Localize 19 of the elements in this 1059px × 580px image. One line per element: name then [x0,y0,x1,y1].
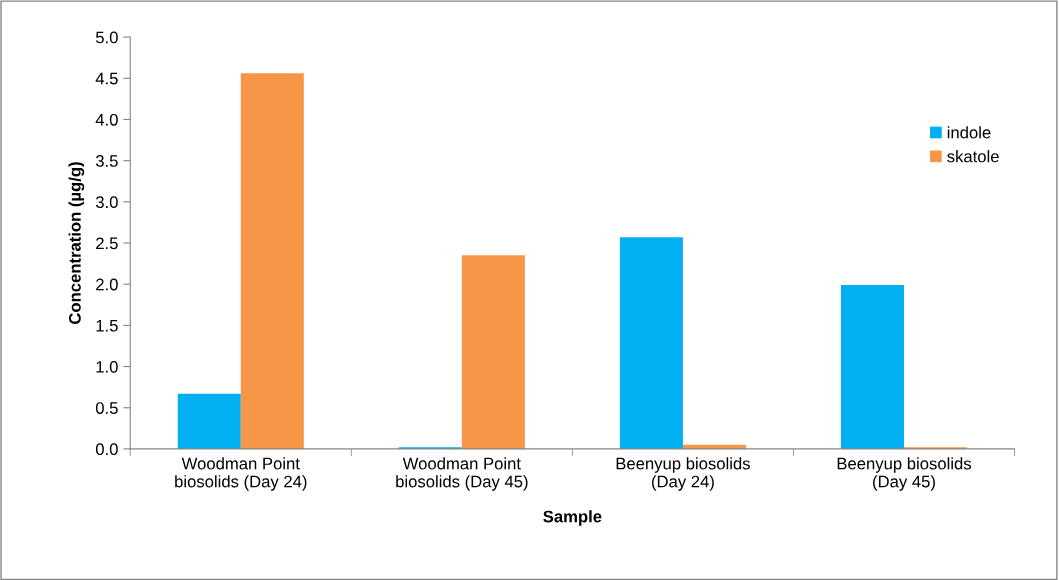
y-tick-label: 2.5 [96,237,118,250]
legend-label: skatole [947,150,999,163]
y-tick-label: 0.5 [95,402,118,414]
x-tick-label: Woodman Point biosolids (Day 45) [396,457,528,491]
y-tick-label: 4.0 [95,113,118,126]
y-tick-label: 1.0 [96,360,118,373]
y-tick-label: 3.0 [95,196,118,209]
x-tick-label: Beenyup biosolids (Day 45) [837,457,972,491]
y-tick-label: 4.5 [95,72,118,85]
y-tick-label: 1.5 [96,319,118,332]
y-tick-label: 0.0 [95,443,118,456]
x-tick-label: Woodman Point biosolids (Day 24) [175,457,307,491]
y-tick-label: 3.5 [95,155,118,167]
legend-label: indole [947,126,991,139]
x-tick-label: Beenyup biosolids (Day 24) [616,457,750,491]
x-axis-title: Sample [543,510,602,526]
y-tick-label: 2.0 [96,278,118,291]
y-tick-label: 5.0 [95,31,118,44]
y-axis-title: Concentration (µg/g) [68,162,85,324]
